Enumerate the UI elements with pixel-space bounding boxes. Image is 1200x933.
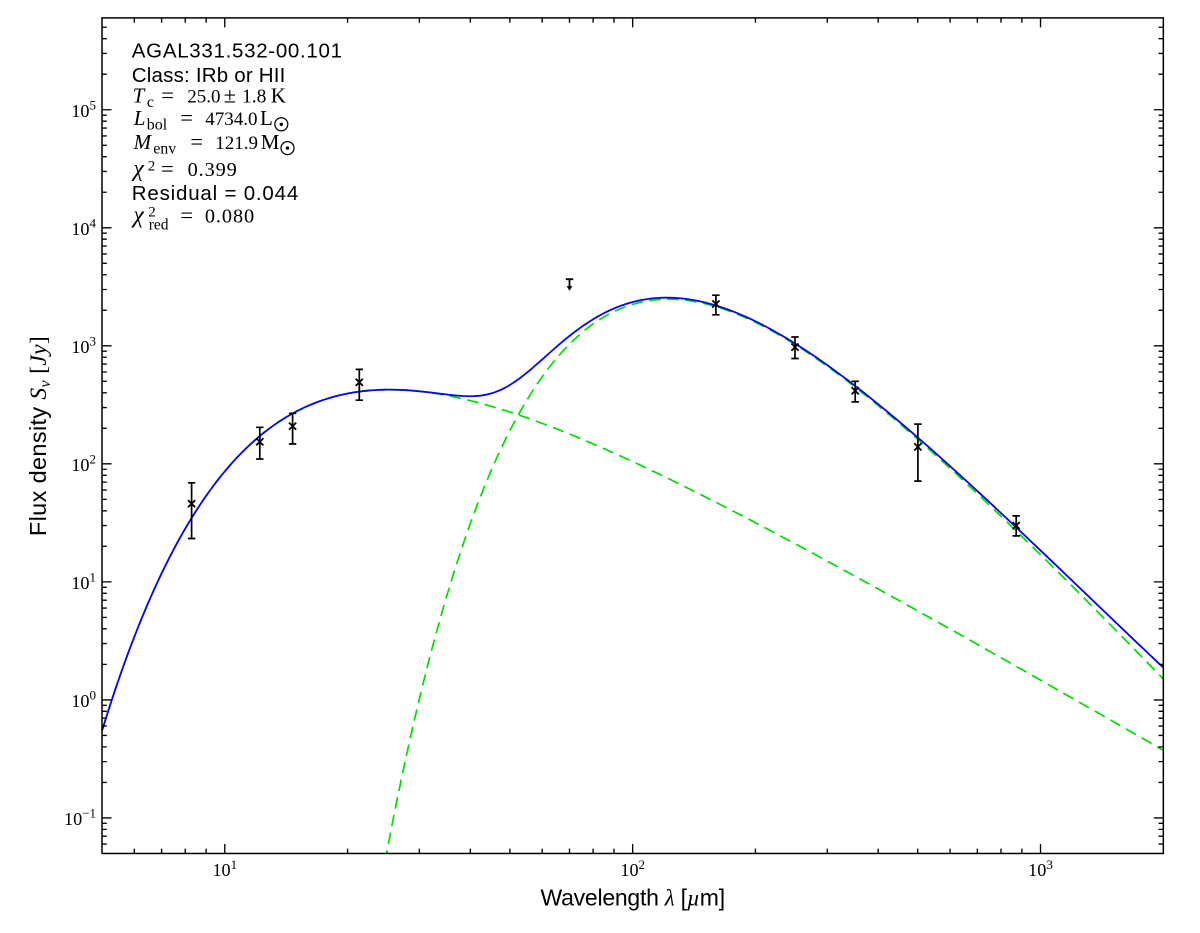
svg-text:Flux density Sν [Jy]: Flux density Sν [Jy] xyxy=(25,336,54,536)
svg-text:Residual = 0.044: Residual = 0.044 xyxy=(132,182,299,205)
svg-text:Tc=25.0±1.8K: Tc = 25.0 ±1.8 K xyxy=(133,83,286,112)
svg-text:Class: IRb or HII: Class: IRb or HII xyxy=(132,64,286,87)
svg-text:AGAL331.532-00.101: AGAL331.532-00.101 xyxy=(132,40,343,63)
svg-text:χ2=0.399: χ 2 = 0.399 xyxy=(131,156,237,182)
svg-text:Wavelength λ [µm]: Wavelength λ [µm] xyxy=(541,884,725,910)
svg-text:Lbol=4734.0L: Lbol = 4734.0 L xyxy=(133,105,273,134)
